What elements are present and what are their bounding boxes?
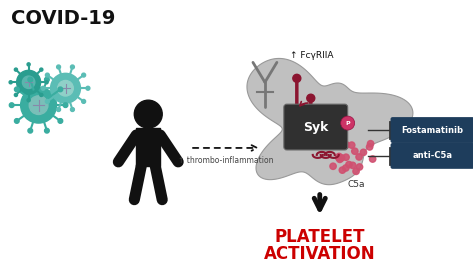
- Circle shape: [337, 156, 343, 162]
- Circle shape: [352, 148, 358, 154]
- Circle shape: [28, 77, 33, 82]
- Circle shape: [14, 68, 18, 71]
- Circle shape: [29, 96, 48, 115]
- Circle shape: [46, 73, 49, 77]
- Circle shape: [360, 149, 367, 156]
- Circle shape: [339, 167, 346, 173]
- Circle shape: [336, 153, 342, 160]
- Circle shape: [45, 81, 48, 84]
- Circle shape: [336, 155, 342, 161]
- Circle shape: [58, 81, 73, 96]
- Circle shape: [82, 99, 86, 103]
- Circle shape: [341, 116, 355, 130]
- Circle shape: [22, 76, 35, 89]
- Circle shape: [134, 100, 162, 128]
- FancyBboxPatch shape: [137, 128, 160, 166]
- FancyBboxPatch shape: [284, 104, 347, 150]
- Circle shape: [330, 163, 336, 169]
- Circle shape: [348, 142, 355, 148]
- Circle shape: [46, 99, 49, 103]
- Polygon shape: [247, 58, 413, 185]
- Circle shape: [58, 87, 63, 92]
- Circle shape: [17, 70, 41, 94]
- Circle shape: [343, 142, 350, 148]
- Circle shape: [307, 94, 315, 102]
- Text: P: P: [346, 121, 350, 125]
- Circle shape: [27, 99, 30, 102]
- Circle shape: [353, 168, 359, 175]
- Circle shape: [356, 154, 362, 160]
- FancyArrowPatch shape: [300, 102, 308, 106]
- Circle shape: [63, 103, 68, 107]
- Circle shape: [293, 74, 301, 82]
- Text: COVID-19: COVID-19: [11, 9, 115, 28]
- Circle shape: [40, 68, 43, 71]
- Circle shape: [9, 81, 12, 84]
- Circle shape: [15, 87, 19, 92]
- FancyBboxPatch shape: [391, 143, 474, 169]
- Text: anti-C5a: anti-C5a: [412, 152, 452, 160]
- Circle shape: [14, 93, 18, 96]
- Circle shape: [343, 154, 349, 160]
- Circle shape: [356, 164, 363, 170]
- Circle shape: [15, 119, 19, 123]
- Circle shape: [367, 141, 374, 147]
- Circle shape: [58, 119, 63, 123]
- Circle shape: [86, 86, 90, 90]
- Circle shape: [40, 93, 43, 96]
- Circle shape: [45, 77, 49, 82]
- Text: ↑ FcγRIIA: ↑ FcγRIIA: [290, 52, 333, 60]
- Circle shape: [369, 156, 376, 162]
- Circle shape: [343, 165, 349, 171]
- Text: PLATELET: PLATELET: [274, 227, 365, 246]
- Text: C5a: C5a: [348, 180, 365, 189]
- Text: Fostamatinib: Fostamatinib: [401, 125, 464, 135]
- Text: ACTIVATION: ACTIVATION: [264, 246, 375, 263]
- Circle shape: [56, 108, 61, 112]
- Circle shape: [27, 63, 30, 66]
- Circle shape: [366, 144, 373, 150]
- Circle shape: [28, 129, 33, 133]
- Circle shape: [51, 73, 81, 103]
- Circle shape: [349, 162, 356, 169]
- Circle shape: [45, 129, 49, 133]
- FancyBboxPatch shape: [391, 117, 474, 143]
- Circle shape: [71, 65, 74, 69]
- Circle shape: [82, 73, 86, 77]
- Circle shape: [9, 103, 14, 107]
- Text: Syk: Syk: [303, 121, 328, 133]
- Circle shape: [338, 155, 345, 161]
- Circle shape: [71, 108, 74, 112]
- Circle shape: [346, 161, 352, 168]
- Circle shape: [41, 86, 45, 90]
- Circle shape: [21, 87, 56, 123]
- Text: ↑ thrombo-inflammation: ↑ thrombo-inflammation: [178, 156, 274, 165]
- Circle shape: [56, 65, 61, 69]
